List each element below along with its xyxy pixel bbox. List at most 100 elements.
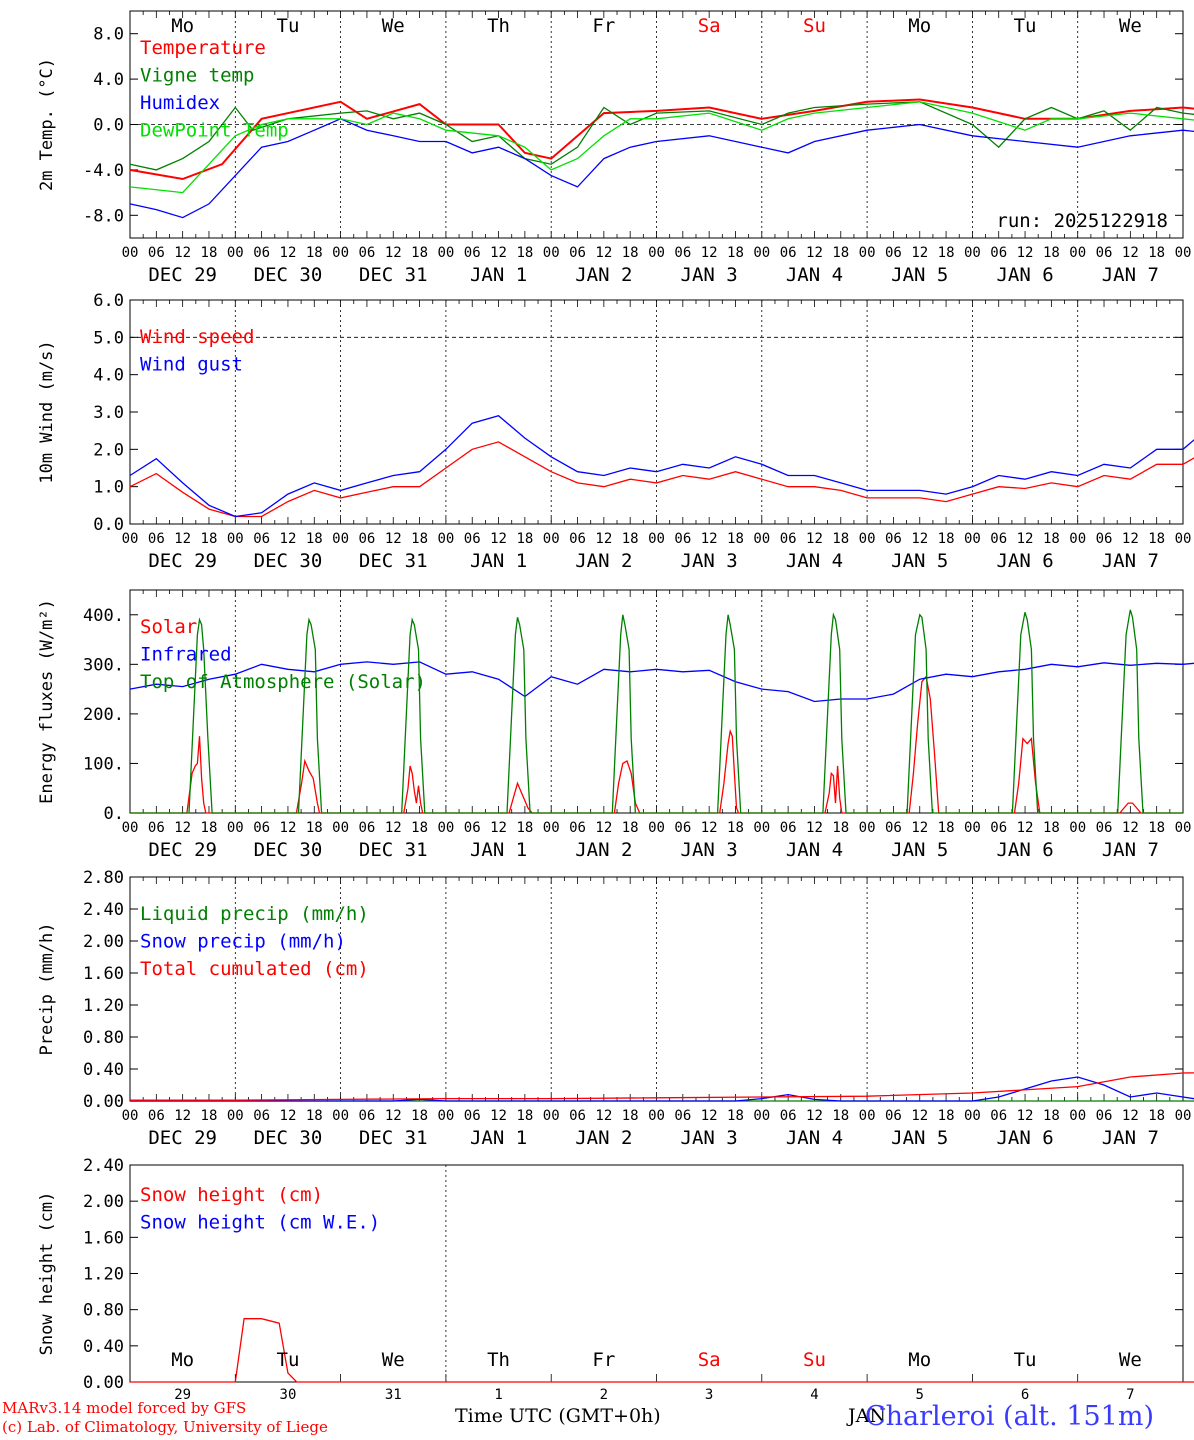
hour-tick-label: 00	[1175, 820, 1192, 836]
weekday-label-bottom: We	[382, 1349, 405, 1371]
legend-entry: Vigne temp	[140, 65, 254, 87]
hour-tick-label: 06	[885, 1108, 902, 1124]
hour-tick-label: 00	[1069, 245, 1086, 261]
date-label: JAN 3	[681, 839, 738, 861]
hour-tick-label: 06	[990, 245, 1007, 261]
date-label: JAN 2	[575, 264, 632, 286]
hour-tick-label: 12	[490, 820, 507, 836]
hour-tick-label: 06	[1096, 245, 1113, 261]
series-line-total-cumulated-cm-	[130, 1072, 1194, 1101]
hour-tick-label: 12	[911, 245, 928, 261]
hour-tick-label: 06	[780, 1108, 797, 1124]
hour-tick-label: 00	[964, 1108, 981, 1124]
hour-tick-label: 12	[280, 531, 297, 547]
hour-tick-label: 18	[727, 1108, 744, 1124]
weekday-label-bottom: Mo	[908, 1349, 931, 1371]
hour-tick-label: 18	[622, 531, 639, 547]
hour-tick-label: 12	[1122, 1108, 1139, 1124]
date-label: JAN 5	[891, 839, 948, 861]
hour-tick-label: 00	[859, 820, 876, 836]
day-number-label: 1	[494, 1387, 502, 1403]
y-tick-label: 1.60	[83, 1228, 124, 1248]
hour-tick-label: 00	[753, 245, 770, 261]
hour-tick-label: 06	[358, 245, 375, 261]
hour-tick-label: 12	[806, 820, 823, 836]
series-line-vigne-temp	[129, 101, 1194, 171]
y-tick-label: 1.20	[83, 996, 124, 1016]
hour-tick-label: 18	[306, 820, 323, 836]
hour-tick-label: 12	[174, 1108, 191, 1124]
hour-tick-label: 18	[938, 820, 955, 836]
hour-tick-label: 18	[1148, 820, 1165, 836]
hour-tick-label: 00	[648, 820, 665, 836]
hour-tick-label: 12	[385, 531, 402, 547]
weekday-label-bottom: Sa	[698, 1349, 721, 1371]
y-tick-label: 2.40	[83, 1156, 124, 1176]
hour-tick-label: 12	[174, 245, 191, 261]
date-label: JAN 3	[681, 264, 738, 286]
hour-tick-label: 00	[227, 1108, 244, 1124]
hour-tick-label: 12	[911, 1108, 928, 1124]
series-line-temperature	[129, 98, 1194, 181]
hour-tick-label: 00	[1069, 1108, 1086, 1124]
hour-tick-label: 00	[227, 245, 244, 261]
hour-tick-label: 12	[1017, 820, 1034, 836]
hour-tick-label: 18	[727, 245, 744, 261]
day-number-label: 29	[174, 1387, 191, 1403]
hour-tick-label: 18	[938, 531, 955, 547]
hour-tick-label: 06	[464, 820, 481, 836]
y-tick-label: 1.0	[93, 478, 124, 498]
hour-tick-label: 18	[306, 245, 323, 261]
date-label: JAN 1	[470, 839, 527, 861]
hour-tick-label: 00	[1069, 531, 1086, 547]
date-label: JAN 4	[786, 1127, 843, 1149]
date-label: JAN 7	[1102, 1127, 1159, 1149]
y-axis-label: Snow height (cm)	[37, 1192, 57, 1356]
y-tick-label: 4.0	[93, 366, 124, 386]
date-label: DEC 31	[359, 550, 428, 572]
weekday-label: Tu	[1014, 15, 1037, 37]
hour-tick-label: 06	[780, 245, 797, 261]
date-label: JAN 6	[996, 839, 1053, 861]
hour-tick-label: 18	[306, 1108, 323, 1124]
x-axis-title: Time UTC (GMT+0h)	[455, 1405, 661, 1427]
date-label: DEC 30	[254, 1127, 323, 1149]
hour-tick-label: 06	[253, 820, 270, 836]
legend-entry: Wind speed	[140, 326, 254, 348]
hour-tick-label: 00	[859, 245, 876, 261]
hour-tick-label: 06	[780, 531, 797, 547]
hour-tick-label: 00	[1175, 1108, 1192, 1124]
hour-tick-label: 00	[543, 820, 560, 836]
hour-tick-label: 12	[1122, 531, 1139, 547]
date-label: JAN 5	[891, 264, 948, 286]
hour-tick-label: 18	[832, 820, 849, 836]
y-tick-label: 0.0	[93, 515, 124, 535]
y-tick-label: -8.0	[83, 206, 124, 226]
hour-tick-label: 12	[1017, 531, 1034, 547]
y-tick-label: 5.0	[93, 328, 124, 348]
hour-tick-label: 06	[358, 531, 375, 547]
hour-tick-label: 00	[648, 531, 665, 547]
hour-tick-label: 06	[885, 245, 902, 261]
weekday-label-bottom: Su	[803, 1349, 826, 1371]
hour-tick-label: 00	[543, 245, 560, 261]
date-label: JAN 2	[575, 1127, 632, 1149]
hour-tick-label: 00	[332, 531, 349, 547]
legend-entry: Top of Atmosphere (Solar)	[140, 671, 426, 693]
date-label: JAN 1	[470, 550, 527, 572]
hour-tick-label: 00	[543, 1108, 560, 1124]
weekday-label: We	[1119, 15, 1142, 37]
hour-tick-label: 00	[122, 245, 139, 261]
hour-tick-label: 12	[174, 820, 191, 836]
hour-tick-label: 18	[727, 820, 744, 836]
legend-entry: Total cumulated (cm)	[140, 958, 369, 980]
hour-tick-label: 12	[911, 531, 928, 547]
series-line-top-of-atmosphere-solar-	[130, 609, 1183, 814]
weekday-label-bottom: Mo	[171, 1349, 194, 1371]
hour-tick-label: 06	[569, 820, 586, 836]
hour-tick-label: 06	[148, 531, 165, 547]
y-tick-label: 100.	[83, 754, 124, 774]
hour-tick-label: 06	[674, 820, 691, 836]
date-label: JAN 2	[575, 839, 632, 861]
y-tick-label: 1.20	[83, 1265, 124, 1285]
